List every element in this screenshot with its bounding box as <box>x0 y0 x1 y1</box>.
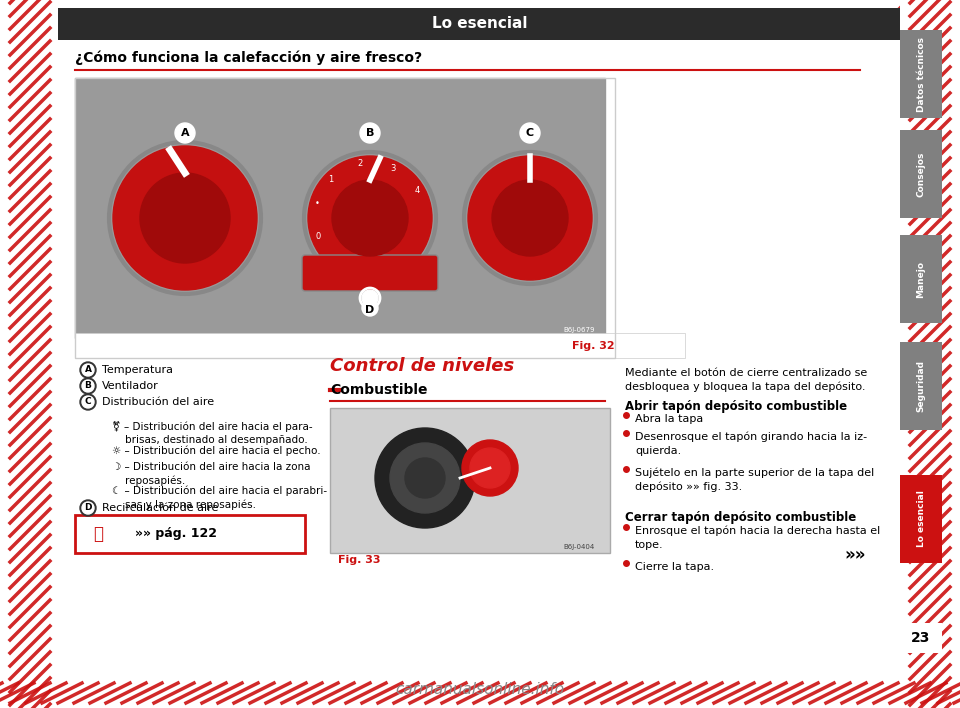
Circle shape <box>175 123 195 143</box>
Circle shape <box>362 300 378 316</box>
Text: Consejos: Consejos <box>917 152 925 197</box>
FancyBboxPatch shape <box>302 255 438 291</box>
Bar <box>900 235 942 323</box>
Text: Mediante el botón de cierre centralizado se
desbloquea y bloquea la tapa del dep: Mediante el botón de cierre centralizado… <box>625 368 867 392</box>
Text: Cerrar tapón depósito combustible: Cerrar tapón depósito combustible <box>625 511 856 524</box>
Circle shape <box>360 123 380 143</box>
Circle shape <box>375 428 475 528</box>
Circle shape <box>390 443 460 513</box>
Text: Control de niveles: Control de niveles <box>330 357 515 375</box>
Text: Fig. 32: Fig. 32 <box>572 341 615 351</box>
Text: 3: 3 <box>391 164 396 173</box>
Text: ☾ – Distribución del aire hacia el parabri-
    sas y la zona reposapiés.: ☾ – Distribución del aire hacia el parab… <box>112 486 327 510</box>
Text: A: A <box>84 365 91 375</box>
Text: 2: 2 <box>358 159 363 169</box>
Bar <box>900 30 942 118</box>
Bar <box>75 78 605 338</box>
Text: 📖: 📖 <box>93 525 103 543</box>
Text: 1: 1 <box>328 175 334 183</box>
Text: B: B <box>366 128 374 138</box>
Text: C: C <box>84 397 91 406</box>
Text: ☼ – Distribución del aire hacia el pecho.: ☼ – Distribución del aire hacia el pecho… <box>112 445 321 455</box>
Bar <box>0 678 960 708</box>
Text: Abra la tapa: Abra la tapa <box>635 414 704 424</box>
Text: Lo esencial: Lo esencial <box>917 491 925 547</box>
Bar <box>75 333 685 358</box>
Bar <box>58 30 900 678</box>
Circle shape <box>308 156 432 280</box>
Text: »»: »» <box>844 546 866 564</box>
Text: D: D <box>84 503 92 513</box>
Circle shape <box>82 502 94 514</box>
Text: ☽ – Distribución del aire hacia la zona
    reposapiés.: ☽ – Distribución del aire hacia la zona … <box>112 462 310 486</box>
Text: Abrir tapón depósito combustible: Abrir tapón depósito combustible <box>625 400 847 413</box>
Bar <box>330 408 610 553</box>
Text: 0: 0 <box>316 232 321 241</box>
Text: ⚧ – Distribución del aire hacia el para-
    brisas, destinado al desempañado.: ⚧ – Distribución del aire hacia el para-… <box>112 421 313 445</box>
Text: D: D <box>366 305 374 315</box>
Text: B: B <box>84 382 91 391</box>
Text: A: A <box>180 128 189 138</box>
Text: ¿Cómo funciona la calefacción y aire fresco?: ¿Cómo funciona la calefacción y aire fre… <box>75 51 422 65</box>
Text: B6J-0679: B6J-0679 <box>564 327 595 333</box>
Text: Ventilador: Ventilador <box>102 381 158 391</box>
Circle shape <box>82 364 94 376</box>
Circle shape <box>332 180 408 256</box>
Text: Datos técnicos: Datos técnicos <box>917 37 925 111</box>
Bar <box>900 130 942 218</box>
Bar <box>900 475 942 563</box>
Text: Lo esencial: Lo esencial <box>432 16 528 31</box>
Text: »» pág. 122: »» pág. 122 <box>135 527 217 540</box>
Bar <box>900 623 942 653</box>
Bar <box>0 0 895 38</box>
Circle shape <box>80 394 96 410</box>
Text: Enrosque el tapón hacia la derecha hasta el
tope.: Enrosque el tapón hacia la derecha hasta… <box>635 526 880 549</box>
Text: B6J-0404: B6J-0404 <box>564 544 595 550</box>
Circle shape <box>405 458 445 498</box>
Text: Combustible: Combustible <box>330 383 427 397</box>
Text: Temperatura: Temperatura <box>102 365 173 375</box>
Bar <box>75 78 615 358</box>
Circle shape <box>80 378 96 394</box>
Bar <box>58 8 900 40</box>
Circle shape <box>462 440 518 496</box>
Text: Sujételo en la parte superior de la tapa del
depósito »» fig. 33.: Sujételo en la parte superior de la tapa… <box>635 468 875 492</box>
Text: •: • <box>315 199 320 208</box>
Text: Cierre la tapa.: Cierre la tapa. <box>635 562 714 572</box>
Circle shape <box>140 173 230 263</box>
Text: 4: 4 <box>415 186 420 195</box>
Circle shape <box>80 362 96 378</box>
FancyBboxPatch shape <box>75 515 305 553</box>
Circle shape <box>520 123 540 143</box>
Text: Seguridad: Seguridad <box>917 360 925 412</box>
Circle shape <box>82 396 94 408</box>
Text: Desenrosque el tapón girando hacia la iz-
quierda.: Desenrosque el tapón girando hacia la iz… <box>635 432 867 456</box>
Text: 23: 23 <box>911 631 930 645</box>
Text: Recirculación de aire: Recirculación de aire <box>102 503 218 513</box>
Circle shape <box>82 380 94 392</box>
Circle shape <box>470 448 510 488</box>
Text: Distribución del aire: Distribución del aire <box>102 397 214 407</box>
Text: C: C <box>526 128 534 138</box>
Text: carmanualsonline.info: carmanualsonline.info <box>396 683 564 697</box>
Text: Manejo: Manejo <box>917 261 925 297</box>
Text: Fig. 33: Fig. 33 <box>338 555 380 565</box>
Circle shape <box>113 146 257 290</box>
Circle shape <box>362 290 378 306</box>
Bar <box>900 342 942 430</box>
Circle shape <box>80 500 96 516</box>
Bar <box>900 0 960 708</box>
FancyBboxPatch shape <box>0 0 59 708</box>
Circle shape <box>492 180 568 256</box>
Circle shape <box>468 156 592 280</box>
Bar <box>0 0 58 708</box>
